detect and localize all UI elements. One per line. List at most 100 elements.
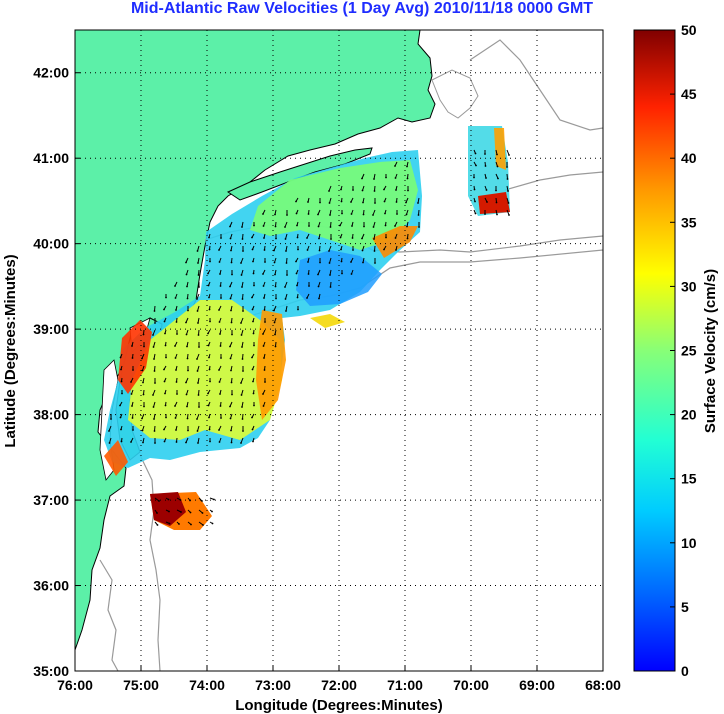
velocity-arrow-head <box>141 369 144 372</box>
velocity-arrow-head <box>130 441 132 443</box>
velocity-patch-yellow <box>128 300 282 440</box>
velocity-arrow-head <box>286 214 288 216</box>
velocity-arrow-head <box>241 346 243 348</box>
velocity-arrow-head <box>196 358 198 360</box>
velocity-arrow-head <box>286 274 288 276</box>
velocity-arrow-head <box>285 262 288 264</box>
velocity-arrow-head <box>308 285 310 287</box>
velocity-arrow-head <box>164 332 166 335</box>
colorbar-tick-label: 45 <box>681 86 697 102</box>
velocity-arrow-head <box>207 284 210 287</box>
velocity-arrow-head <box>197 442 199 444</box>
velocity-arrow-head <box>130 393 133 395</box>
y-axis-ticks: 42:00 41:00 40:00 39:00 38:00 37:00 36:00 35:00 <box>33 65 69 679</box>
velocity-arrow-head <box>495 189 497 192</box>
velocity-arrow-head <box>307 213 310 215</box>
x-tick-label: 73:00 <box>255 677 291 693</box>
velocity-arrow-head <box>220 357 222 359</box>
velocity-arrow-head <box>240 382 242 384</box>
velocity-arrow-head <box>352 249 354 251</box>
velocity-arrow-head <box>296 284 298 287</box>
velocity-arrow-head <box>229 417 232 420</box>
velocity-arrow-head <box>406 237 409 240</box>
velocity-arrow-head <box>211 510 213 513</box>
y-tick-label: 40:00 <box>33 236 69 252</box>
map-title: Mid-Atlantic Raw Velocities (1 Day Avg) … <box>130 0 594 17</box>
velocity-arrow-head <box>350 201 352 203</box>
velocity-arrow-head <box>165 296 167 299</box>
velocity-arrow-head <box>153 310 156 312</box>
velocity-arrow-head <box>506 178 509 180</box>
velocity-arrow-head <box>185 333 188 336</box>
velocity-arrow-head <box>211 522 214 525</box>
velocity-arrow-head <box>251 248 254 251</box>
velocity-arrow-head <box>165 416 167 419</box>
velocity-arrow-head <box>251 356 253 359</box>
velocity-arrow-head <box>328 262 331 264</box>
velocity-arrow-head <box>229 357 232 360</box>
velocity-arrow-head <box>284 286 286 288</box>
velocity-arrow-head <box>208 248 211 251</box>
velocity-arrow-head <box>372 214 374 216</box>
x-tick-label: 72:00 <box>321 677 357 693</box>
velocity-arrow-head <box>119 356 122 359</box>
velocity-arrow-head <box>329 226 332 228</box>
velocity-arrow-head <box>339 236 342 239</box>
y-tick-label: 36:00 <box>33 578 69 594</box>
velocity-arrow-head <box>275 297 277 300</box>
velocity-arrow-head <box>394 165 396 167</box>
velocity-arrow-head <box>196 370 199 372</box>
velocity-arrow-head <box>163 368 165 371</box>
velocity-arrow-head <box>230 381 233 384</box>
y-tick-label: 41:00 <box>33 150 69 166</box>
velocity-arrow-head <box>341 212 343 215</box>
velocity-arrow-head <box>153 418 155 420</box>
velocity-arrow-head <box>132 369 134 371</box>
velocity-arrow-head <box>175 369 177 371</box>
velocity-arrow-head <box>295 212 298 215</box>
velocity-arrow-head <box>406 225 408 228</box>
velocity-arrow-head <box>218 429 220 431</box>
velocity-arrow-head <box>508 154 510 156</box>
velocity-arrow-head <box>220 417 222 419</box>
velocity-arrow-head <box>307 201 309 203</box>
y-tick-label: 37:00 <box>33 492 69 508</box>
x-axis-label: Longitude (Degrees:Minutes) <box>235 697 443 714</box>
velocity-arrow-head <box>207 272 209 275</box>
velocity-arrow-head <box>264 261 266 263</box>
velocity-arrow-head <box>262 285 265 287</box>
velocity-arrow-head <box>119 416 122 419</box>
velocity-arrow-head <box>229 237 232 240</box>
velocity-arrow-head <box>251 308 254 311</box>
cape-cod <box>431 69 479 119</box>
velocity-arrow-head <box>201 500 203 502</box>
velocity-arrow-head <box>240 394 243 396</box>
velocity-arrow-head <box>229 225 231 228</box>
velocity-arrow-head <box>474 212 477 215</box>
velocity-arrow-head <box>231 273 233 276</box>
velocity-arrow-head <box>176 393 178 395</box>
velocity-arrow-head <box>240 334 243 336</box>
velocity-arrow-head <box>219 333 221 335</box>
velocity-arrow-head <box>208 296 210 299</box>
velocity-arrow-head <box>363 225 365 228</box>
velocity-arrow-head <box>474 200 476 203</box>
velocity-arrow-head <box>352 189 354 191</box>
velocity-arrow-head <box>274 345 277 348</box>
velocity-arrow-head <box>484 153 486 155</box>
colorbar-tick-label: 10 <box>681 535 697 551</box>
velocity-arrow-head <box>186 405 188 408</box>
velocity-arrow-head <box>141 357 143 360</box>
velocity-arrow-head <box>209 440 211 443</box>
velocity-arrow-head <box>208 308 211 311</box>
velocity-arrow-head <box>242 310 244 312</box>
velocity-arrow-head <box>263 357 265 359</box>
velocity-arrow-head <box>196 310 199 312</box>
velocity-arrow-head <box>158 500 160 502</box>
velocity-arrow-head <box>130 381 132 383</box>
colorbar-tick-label: 50 <box>681 22 697 38</box>
velocity-arrow-head <box>121 392 123 395</box>
velocity-arrow-head <box>198 286 200 288</box>
velocity-arrow-head <box>132 429 134 431</box>
